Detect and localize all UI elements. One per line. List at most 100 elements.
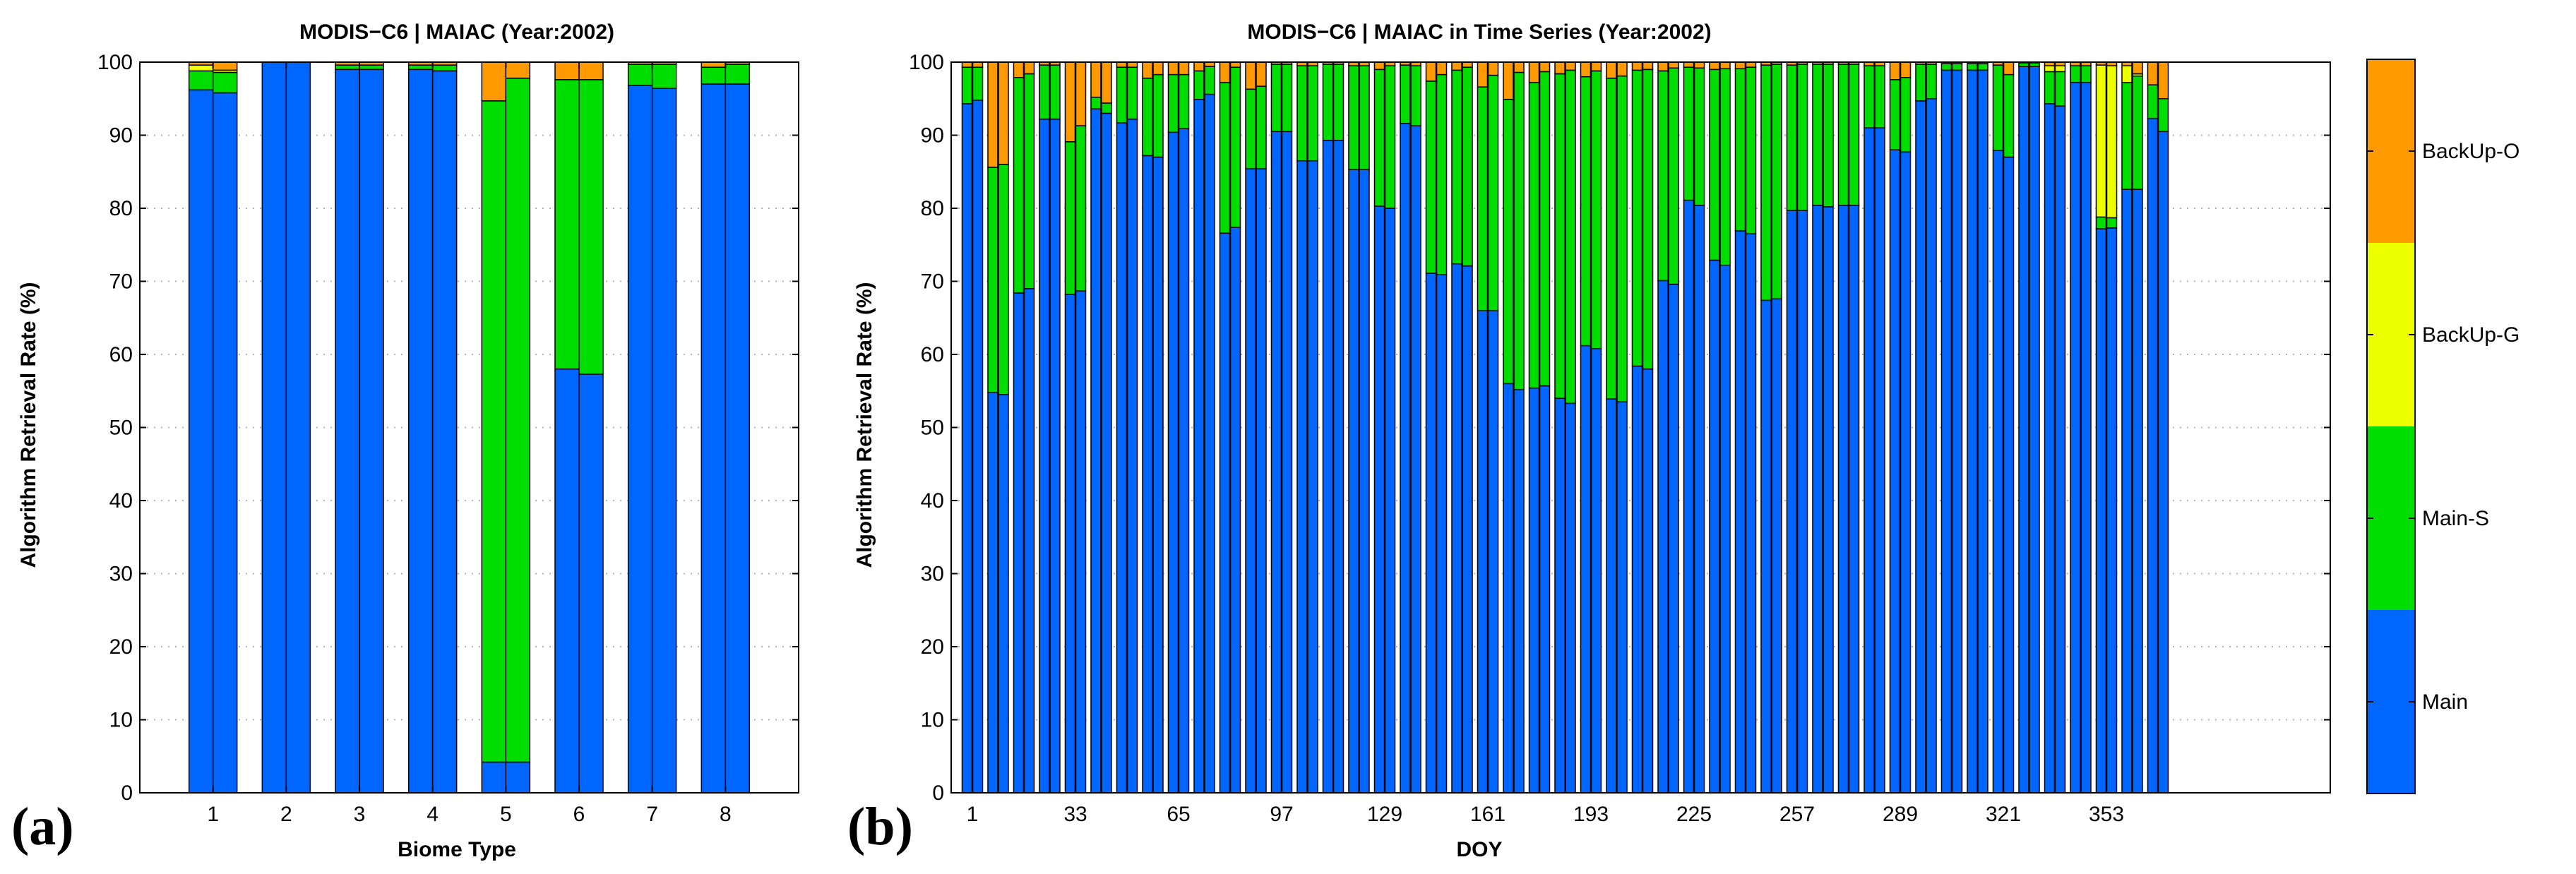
x-tick-label: 3	[354, 803, 366, 826]
bar-segment-main-s	[1657, 70, 1669, 282]
bar-segment-main	[1270, 131, 1282, 794]
bar-segment-main-s	[1193, 70, 1205, 100]
y-tick-label: 20	[921, 635, 944, 659]
bar-segment-backup-o	[554, 61, 580, 80]
bar-segment-backup-o	[1090, 61, 1102, 98]
bar-segment-main-s	[627, 64, 653, 86]
bar-segment-backup-o	[1503, 61, 1514, 100]
bar-segment-main	[1178, 128, 1190, 794]
panel-a-chart: MODIS−C6 | MAIAC (Year:2002) Algorithm R…	[11, 20, 799, 861]
bar-segment-backup-g	[2054, 65, 2066, 73]
bar-segment-main	[1023, 288, 1035, 794]
y-tick-label: 70	[921, 270, 944, 294]
bar-segment-backup-o	[1565, 61, 1576, 71]
bar-segment-main-s	[1229, 66, 1241, 228]
bar-segment-main	[651, 88, 677, 794]
bar-segment-backup-o	[1462, 61, 1473, 68]
bar-segment-backup-o	[987, 61, 998, 168]
y-tick-label: 50	[109, 417, 133, 440]
bar-segment-main	[1229, 227, 1241, 794]
bar-segment-main-s	[1256, 85, 1267, 169]
bar-segment-main	[1462, 265, 1473, 794]
x-tick-label: 65	[1167, 803, 1190, 826]
bar-segment-main-s	[1631, 69, 1643, 367]
bar-segment-backup-o	[961, 61, 973, 68]
bar-segment-main	[554, 368, 580, 794]
y-tick-label: 0	[121, 782, 133, 805]
legend-colorbar: BackUp-O BackUp-G Main-S Main	[2366, 59, 2520, 794]
bar-segment-main	[1256, 168, 1267, 794]
bar-segment-main-s	[1889, 79, 1901, 150]
y-tick-label: 40	[109, 489, 133, 513]
bar-segment-backup-o	[1193, 61, 1205, 72]
bar-segment-main	[335, 68, 360, 794]
x-tick-label: 6	[573, 803, 585, 826]
bar-segment-main	[1606, 398, 1617, 794]
bar-segment-main	[1075, 290, 1087, 794]
panel-b-label: (b)	[847, 797, 913, 856]
legend-label: Main	[2422, 690, 2468, 714]
bar-segment-main	[1359, 169, 1370, 794]
bar-segment-main	[1631, 365, 1643, 794]
bar-segment-main-s	[1606, 78, 1617, 400]
bar-segment-main-s	[1204, 66, 1215, 95]
bar-segment-backup-g	[2044, 65, 2056, 73]
bar-segment-backup-o	[1023, 61, 1035, 75]
bar-segment-main	[2157, 131, 2169, 794]
bar-segment-main-s	[2044, 71, 2056, 104]
bar-segment-main	[431, 70, 458, 794]
x-tick-label: 33	[1063, 803, 1087, 826]
bar-segment-main	[359, 68, 384, 794]
bar-segment-main-s	[1152, 73, 1164, 158]
bar-segment-main	[1915, 100, 1926, 794]
bar-segment-main-s	[961, 66, 973, 104]
bar-segment-main	[1967, 69, 1978, 794]
bar-segment-main-s	[1915, 64, 1926, 102]
bar-segment-backup-g	[2121, 65, 2133, 83]
bar-segment-backup-o	[1606, 61, 1617, 79]
bar-segment-main-s	[1462, 66, 1473, 267]
bar-segment-main-s	[1967, 63, 1978, 71]
bar-segment-main-s	[2095, 216, 2107, 229]
bar-segment-backup-o	[1693, 61, 1705, 69]
y-tick-label: 60	[109, 343, 133, 366]
bar-segment-main-s	[1023, 73, 1035, 289]
legend-swatch-backup-g	[2367, 243, 2415, 426]
x-tick-label: 289	[1883, 803, 1918, 826]
bar-segment-main-s	[987, 167, 998, 393]
y-tick-label: 0	[932, 782, 944, 805]
bar-segment-backup-o	[1513, 61, 1525, 73]
bar-segment-main-s	[1796, 64, 1808, 211]
bar-segment-main	[1193, 99, 1205, 794]
bar-segment-main	[2106, 227, 2118, 794]
bar-segment-main	[1451, 263, 1462, 794]
panel-b-title: MODIS−C6 | MAIAC in Time Series (Year:20…	[1247, 20, 1711, 44]
bar-segment-main	[724, 83, 751, 794]
bar-segment-main	[1771, 298, 1782, 794]
bar-segment-main-s	[724, 64, 751, 85]
bar-segment-main	[2044, 103, 2056, 794]
bar-segment-main-s	[1477, 86, 1489, 311]
bar-segment-main-s	[1823, 64, 1834, 208]
bar-segment-backup-o	[1219, 61, 1231, 83]
bar-segment-main-s	[1064, 141, 1076, 295]
bar-segment-main-s	[188, 70, 214, 91]
bar-segment-main	[1951, 69, 1963, 794]
x-tick-label: 1	[967, 803, 979, 826]
bar-segment-main-s	[1101, 102, 1112, 114]
legend-swatch-backup-o	[2367, 59, 2415, 243]
bar-segment-main	[1219, 232, 1231, 794]
bar-segment-main-s	[1373, 68, 1385, 207]
bar-segment-main	[1204, 93, 1215, 794]
bar-segment-main-s	[1709, 68, 1720, 261]
x-tick-label: 8	[720, 803, 732, 826]
bar-segment-main	[1683, 199, 1695, 794]
panel-a-label: (a)	[11, 797, 74, 856]
bar-segment-main	[407, 68, 434, 794]
bar-segment-backup-o	[1425, 61, 1437, 82]
bar-segment-main-s	[700, 66, 727, 85]
bar-segment-main	[481, 761, 507, 794]
bar-segment-backup-o	[1616, 61, 1628, 77]
bar-segment-main-s	[1359, 65, 1370, 170]
